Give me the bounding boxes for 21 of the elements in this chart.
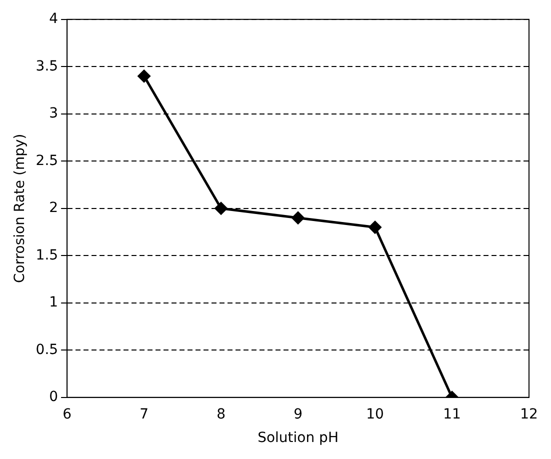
- x-tick-label: 6: [62, 406, 72, 422]
- x-tick-label: 9: [294, 406, 302, 422]
- y-axis-title: Corrosion Rate (mpy): [12, 134, 28, 284]
- y-tick-label: 2.5: [36, 152, 58, 169]
- point: [292, 212, 304, 224]
- x-tick-label: 10: [366, 406, 384, 422]
- y-tick-label: 3: [49, 106, 58, 122]
- x-tick-label: 12: [520, 406, 538, 422]
- y-tick-label: 2: [49, 200, 58, 216]
- y-tick-label: 3.5: [36, 58, 58, 74]
- point: [214, 202, 228, 215]
- y-tick-label: 1.5: [36, 247, 58, 264]
- y-tick-label: 1: [49, 294, 58, 311]
- y-tick-label: 0: [49, 389, 58, 406]
- y-tick-label: 0.5: [36, 342, 58, 358]
- x-tick-label: 7: [140, 406, 149, 422]
- x-axis-title: Solution pH: [258, 430, 338, 446]
- x-tick-label: 8: [216, 406, 226, 422]
- y-tick-label: 4: [49, 11, 58, 28]
- x-tick-label: 11: [443, 406, 461, 422]
- point: [368, 221, 382, 234]
